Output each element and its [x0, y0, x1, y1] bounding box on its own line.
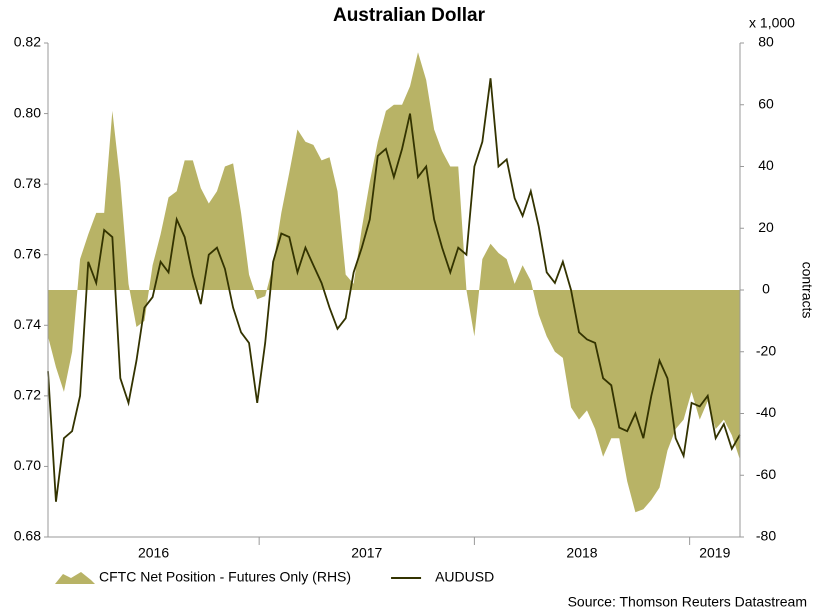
line	[47, 78, 741, 502]
y2-tick-label: 20	[758, 219, 774, 235]
y2-axis-label: contracts	[799, 262, 815, 319]
x-tick-label: 2018	[566, 545, 597, 561]
x-tick-label: 2016	[138, 545, 169, 561]
y-tick-label: 0.68	[14, 528, 41, 544]
source-note: Source: Thomson Reuters Datastream	[568, 594, 807, 610]
area	[48, 52, 740, 513]
chart-title: Australian Dollar	[333, 5, 486, 26]
y2-tick-label: 60	[758, 95, 774, 111]
x-tick-label: 2017	[351, 545, 382, 561]
y2-tick-label: -80	[756, 528, 776, 544]
y2-tick-label: 0	[762, 281, 770, 297]
x-tick-label: 2019	[699, 545, 730, 561]
y-tick-label: 0.70	[14, 457, 41, 473]
legend-label: AUDUSD	[435, 569, 494, 585]
y2-tick-label: 80	[758, 34, 774, 50]
y2-unit: x 1,000	[749, 15, 795, 31]
y-tick-label: 0.80	[14, 104, 41, 120]
legend-swatch	[55, 572, 95, 584]
y-tick-label: 0.74	[14, 316, 41, 332]
y2-tick-label: 40	[758, 157, 774, 173]
y-tick-label: 0.72	[14, 387, 41, 403]
y2-tick-label: -20	[756, 342, 776, 358]
y2-tick-label: -40	[756, 404, 776, 420]
legend-label: CFTC Net Position - Futures Only (RHS)	[99, 569, 351, 585]
y-tick-label: 0.78	[14, 175, 41, 191]
y-tick-label: 0.82	[14, 34, 41, 50]
y2-tick-label: -60	[756, 466, 776, 482]
y-tick-label: 0.76	[14, 245, 41, 261]
